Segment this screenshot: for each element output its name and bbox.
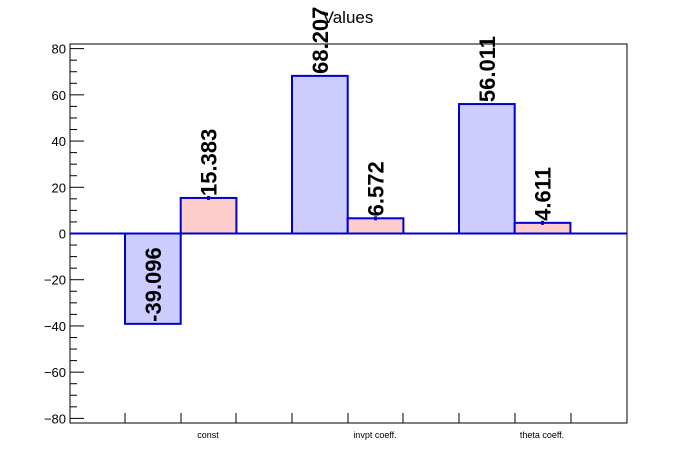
y-tick-label: 60 <box>52 88 66 103</box>
data-labels: -39.096 68.207 56.011 15.383 6.572 4.611 <box>141 7 556 322</box>
data-label: 15.383 <box>197 129 222 196</box>
bar-series-1 <box>458 103 516 235</box>
y-axis: −80 −60 −40 −20 0 20 40 60 80 <box>44 42 84 426</box>
y-tick-label: −40 <box>44 319 66 334</box>
bar-series-2 <box>346 217 405 235</box>
bar-series-1 <box>124 232 182 325</box>
data-label: 56.011 <box>475 36 500 102</box>
bar-series-2 <box>179 196 238 235</box>
data-label: 6.572 <box>364 161 389 216</box>
y-tick-label: 40 <box>52 134 66 149</box>
data-label: 68.207 <box>308 7 333 74</box>
x-axis: const invpt coeff. theta coeff. <box>124 413 572 440</box>
y-tick-label: −60 <box>44 365 66 380</box>
y-tick-label: −20 <box>44 273 66 288</box>
x-category-label: const <box>197 430 219 440</box>
bar-series-1 <box>291 74 349 235</box>
y-tick-label: 0 <box>59 227 66 242</box>
x-category-label: theta coeff. <box>520 430 564 440</box>
bars <box>124 74 572 325</box>
data-label: 4.611 <box>531 167 556 221</box>
x-category-label: invpt coeff. <box>353 430 396 440</box>
y-tick-label: 20 <box>52 180 66 195</box>
y-tick-label: −80 <box>44 411 66 426</box>
y-tick-label: 80 <box>52 42 66 57</box>
chart-title: Values <box>323 8 374 27</box>
data-label: -39.096 <box>141 247 166 322</box>
